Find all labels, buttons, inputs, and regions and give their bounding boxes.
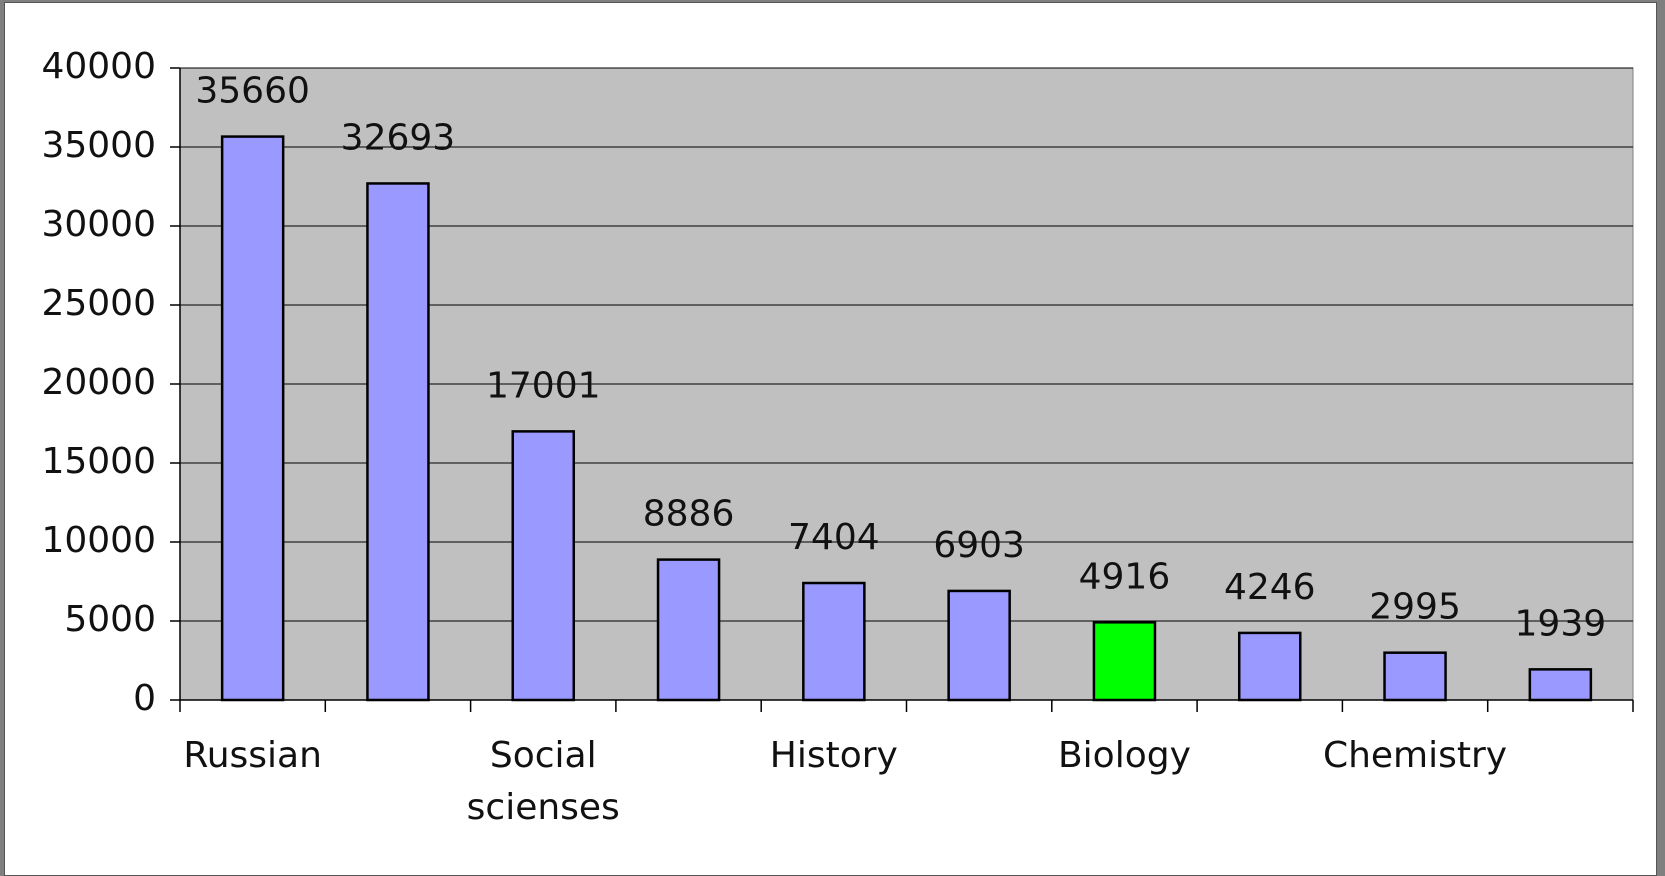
value-label: 4916 bbox=[1079, 556, 1171, 597]
value-label: 35660 bbox=[195, 71, 310, 112]
x-tick-text: Chemistry bbox=[1322, 735, 1508, 776]
bar bbox=[802, 581, 866, 702]
x-tick-text: Social scienses bbox=[466, 735, 620, 828]
x-tick-label: Social scienses bbox=[439, 730, 648, 834]
bar bbox=[1528, 668, 1593, 702]
bar bbox=[511, 430, 576, 702]
value-label: 17001 bbox=[486, 365, 601, 406]
y-tick-label: 35000 bbox=[41, 125, 156, 166]
bar bbox=[220, 135, 285, 702]
y-tick-label: 15000 bbox=[41, 441, 156, 482]
y-tick-label: 5000 bbox=[64, 599, 156, 640]
bar bbox=[366, 182, 430, 702]
x-tick-text: History bbox=[769, 735, 898, 776]
bar bbox=[947, 589, 1011, 702]
value-label: 6903 bbox=[933, 525, 1025, 566]
value-label: 1939 bbox=[1515, 603, 1607, 644]
x-tick-text: Biology bbox=[1057, 735, 1191, 776]
value-label: 32693 bbox=[341, 117, 456, 158]
bar bbox=[1092, 621, 1157, 702]
value-label: 7404 bbox=[788, 517, 880, 558]
y-tick-label: 20000 bbox=[41, 362, 156, 403]
bar bbox=[1383, 651, 1447, 702]
value-label: 4246 bbox=[1224, 567, 1316, 608]
y-tick-label: 0 bbox=[133, 678, 156, 719]
value-label: 8886 bbox=[643, 494, 735, 535]
x-tick-label: Biology bbox=[1020, 730, 1229, 782]
bar bbox=[1237, 631, 1302, 702]
y-tick-label: 40000 bbox=[41, 46, 156, 87]
x-tick-label: Chemistry bbox=[1310, 730, 1519, 782]
x-tick-label: History bbox=[729, 730, 938, 782]
y-tick-label: 30000 bbox=[41, 204, 156, 245]
y-tick-label: 25000 bbox=[41, 283, 156, 324]
x-tick-label: Russian bbox=[148, 730, 357, 782]
bar bbox=[656, 558, 721, 702]
y-tick-label: 10000 bbox=[41, 520, 156, 561]
x-tick-text: Russian bbox=[183, 735, 322, 776]
value-label: 2995 bbox=[1369, 587, 1461, 628]
